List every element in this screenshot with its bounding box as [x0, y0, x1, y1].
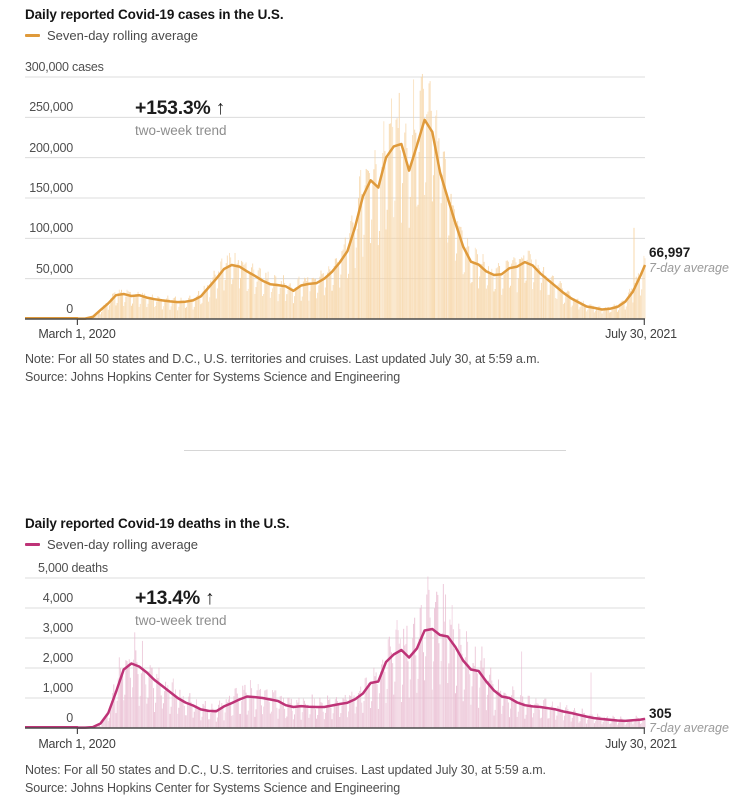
cases-annotation: +153.3% ↑ two-week trend	[135, 97, 227, 138]
deaths-x-label-end: July 30, 2021	[605, 737, 677, 751]
cases-end-value: 66,997	[649, 245, 691, 260]
y-axis-tick-label: 4,000	[42, 591, 73, 605]
cases-trend-value: +153.3% ↑	[135, 97, 226, 119]
deaths-x-label-start: March 1, 2020	[38, 737, 116, 751]
cases-plot	[25, 73, 647, 325]
cases-legend-label: Seven-day rolling average	[47, 28, 199, 43]
line-swatch-icon	[25, 34, 40, 37]
y-axis-tick-label: 200,000	[29, 140, 73, 155]
deaths-note: Notes: For all 50 states and D.C., U.S. …	[25, 763, 546, 777]
cases-legend: Seven-day rolling average	[25, 28, 198, 43]
deaths-annotation: +13.4% ↑ two-week trend	[135, 587, 227, 628]
deaths-legend: Seven-day rolling average	[25, 537, 198, 552]
cases-trend-caption: two-week trend	[135, 123, 227, 138]
y-axis-tick-label: 5,000 deaths	[38, 561, 108, 575]
cases-x-label-end: July 30, 2021	[605, 327, 677, 341]
rolling-average-line	[25, 627, 646, 729]
y-axis-tick-label: 2,000	[42, 651, 73, 665]
up-arrow-icon: ↑	[205, 587, 215, 609]
deaths-trend-caption: two-week trend	[135, 613, 227, 628]
y-axis-tick-label: 150,000	[29, 181, 73, 195]
deaths-source: Source: Johns Hopkins Center for Systems…	[25, 781, 401, 795]
cases-note: Note: For all 50 states and D.C., U.S. t…	[25, 352, 540, 366]
y-axis-tick-label: 0	[66, 302, 73, 316]
deaths-end-caption: 7-day average	[649, 721, 729, 735]
deaths-trend-value: +13.4% ↑	[135, 587, 215, 609]
section-divider	[184, 450, 566, 451]
deaths-plot	[25, 576, 646, 734]
gridlines-group	[25, 76, 645, 280]
line-swatch-icon	[25, 543, 40, 546]
cases-source: Source: Johns Hopkins Center for Systems…	[25, 370, 401, 384]
y-axis-tick-label: 300,000 cases	[25, 60, 104, 74]
y-axis-tick-label: 250,000	[29, 100, 73, 115]
daily-bars-group	[86, 576, 646, 728]
deaths-end-value: 305	[649, 706, 672, 721]
daily-bars-group	[83, 73, 646, 320]
gridlines-group	[25, 577, 645, 699]
up-arrow-icon: ↑	[215, 97, 226, 119]
y-axis-tick-label: 3,000	[42, 621, 73, 635]
cases-end-caption: 7-day average	[649, 261, 729, 275]
rolling-average-line	[25, 118, 647, 320]
deaths-legend-label: Seven-day rolling average	[47, 537, 199, 552]
y-axis-tick-label: 50,000	[35, 261, 73, 276]
cases-chart-title: Daily reported Covid-19 cases in the U.S…	[25, 7, 284, 22]
y-axis-tick-label: 100,000	[29, 221, 73, 236]
y-axis-tick-label: 1,000	[42, 681, 73, 695]
cases-x-label-start: March 1, 2020	[38, 327, 116, 341]
y-axis-tick-label: 0	[66, 711, 73, 725]
deaths-chart-title: Daily reported Covid-19 deaths in the U.…	[25, 516, 290, 531]
